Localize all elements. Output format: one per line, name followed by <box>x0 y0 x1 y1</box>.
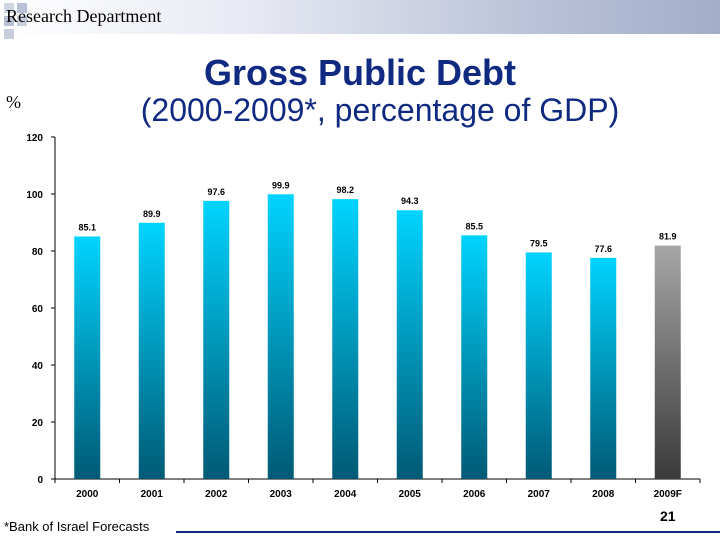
data-label: 81.9 <box>659 232 677 242</box>
data-label: 98.2 <box>336 185 354 195</box>
y-tick-label: 20 <box>32 418 44 429</box>
y-tick-label: 40 <box>32 361 44 372</box>
y-tick-label: 100 <box>26 190 43 201</box>
x-tick-label: 2008 <box>592 489 615 500</box>
x-tick-label: 2006 <box>463 489 486 500</box>
bar <box>267 194 294 479</box>
chart-subtitle: (2000-2009*, percentage of GDP) <box>140 92 620 128</box>
x-tick-label: 2005 <box>399 489 422 500</box>
footer-line <box>176 531 720 533</box>
bar <box>525 252 552 479</box>
bar <box>590 257 617 479</box>
header-bar <box>0 0 720 34</box>
x-tick-label: 2000 <box>76 489 99 500</box>
x-tick-label: 2001 <box>141 489 164 500</box>
bar-forecast <box>654 245 681 479</box>
data-label: 89.9 <box>143 209 161 219</box>
bar <box>203 200 230 479</box>
chart-title: Gross Public Debt <box>203 52 517 93</box>
x-tick-label: 2002 <box>205 489 228 500</box>
data-label: 85.5 <box>465 221 483 231</box>
department-name: Research Department <box>6 6 162 26</box>
unit-label: % <box>6 92 21 112</box>
data-label: 97.6 <box>207 187 225 197</box>
data-label: 79.5 <box>530 238 548 248</box>
y-tick-label: 60 <box>32 304 44 315</box>
chart-bars <box>74 194 681 479</box>
data-label: 94.3 <box>401 196 419 206</box>
data-label: 77.6 <box>594 244 612 254</box>
bar <box>138 222 165 479</box>
bar <box>74 236 101 479</box>
bar <box>461 235 488 479</box>
bar <box>396 210 423 479</box>
footnote: *Bank of Israel Forecasts <box>4 519 150 534</box>
page-number: 21 <box>660 508 676 524</box>
y-tick-label: 120 <box>26 133 43 144</box>
x-tick-label: 2003 <box>270 489 293 500</box>
chart-labels: 85.1 2000 89.9 2001 97.6 2002 99.9 2003 98.2 2004… <box>76 180 682 500</box>
corner-squares-decoration <box>4 3 27 39</box>
x-tick-label: 2009F <box>654 489 682 500</box>
x-tick-label: 2004 <box>334 489 357 500</box>
y-tick-label: 0 <box>37 475 43 486</box>
x-tick-label: 2007 <box>528 489 551 500</box>
data-label: 99.9 <box>272 180 290 190</box>
data-label: 85.1 <box>78 222 96 232</box>
bar <box>332 199 359 479</box>
y-tick-label: 80 <box>32 247 44 258</box>
